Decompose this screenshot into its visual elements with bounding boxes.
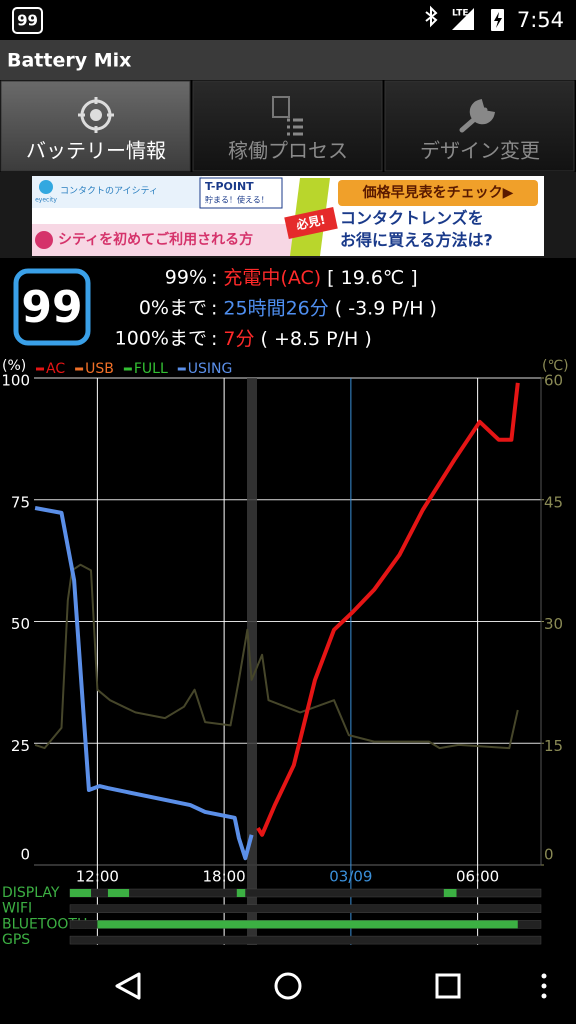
- app-bar: [0, 40, 576, 80]
- network-type: LTE: [452, 9, 469, 19]
- info-extra: ( -3.9 P/H ): [335, 297, 437, 319]
- tab-group: バッテリー情報 稼働プロセス デザイン変更: [0, 80, 575, 172]
- activity-segment: [97, 920, 518, 929]
- ad-shop: コンタクトのアイシティ: [60, 186, 158, 197]
- battery-level-text: 99: [21, 282, 82, 333]
- y-tick-label: 0: [20, 846, 30, 864]
- tab-icon-wrench: [459, 99, 496, 133]
- ad-logo: [39, 180, 53, 194]
- activity-segment: [69, 889, 92, 897]
- info-value: 25時間26分: [223, 297, 328, 319]
- info-line: :7分 ( +8.5 P/H ): [211, 328, 372, 350]
- app-icon-text: 99: [17, 12, 38, 30]
- info-separator: :: [211, 297, 217, 319]
- info-line: :25時間26分 ( -3.9 P/H ): [211, 297, 437, 319]
- battery-chart: (%) (℃) AC USB FULL USING 0 25 50 75 100 0 15 30 45 60 1…: [0, 358, 576, 948]
- info-extra: [ 19.6℃ ]: [327, 267, 418, 289]
- ad-point: T-POINT: [205, 180, 254, 193]
- nav-menu[interactable]: [541, 973, 547, 999]
- ad-point-sub: 貯まる！使える！: [205, 195, 269, 205]
- tab-icon-process: [272, 96, 290, 118]
- y2-tick-label: 15: [544, 737, 563, 755]
- legend-label: AC: [46, 361, 65, 377]
- signal-icon: [452, 8, 474, 30]
- tab[interactable]: [384, 80, 575, 172]
- activity-label: GPS: [2, 932, 30, 948]
- info-extra: ( +8.5 P/H ): [261, 328, 372, 350]
- battery-level-icon: [13, 268, 91, 346]
- ad-headline-2: お得に買える方法は?: [340, 231, 493, 250]
- nav-bar: [0, 946, 576, 1024]
- x-tick-label: 18:00: [203, 868, 246, 886]
- y-axis-label: (%): [2, 358, 26, 374]
- status-bar: [0, 0, 576, 40]
- x-tick-label: 06:00: [456, 868, 499, 886]
- activity-segment: [236, 889, 246, 897]
- nav-back[interactable]: [115, 972, 141, 1000]
- ad-brand: eyecity: [35, 197, 57, 204]
- info-line: : 充電中(AC) [ 19.6℃ ]: [211, 267, 418, 289]
- battery-info: 99%: 充電中(AC) [ 19.6℃ ] 0%まで:25時間26分 ( -3.9 P…: [115, 267, 437, 350]
- ad-first-time: シティを初めてご利用される方: [58, 231, 253, 248]
- battery-line: [256, 382, 520, 837]
- app-title: Battery Mix: [7, 50, 131, 72]
- y-tick-label: 100: [1, 372, 30, 390]
- y2-tick-label: 0: [544, 846, 554, 864]
- ad-headline-1: コンタクトレンズを: [340, 209, 484, 228]
- tab-icon-target-dot: [90, 109, 102, 121]
- ad-first-icon: [35, 231, 53, 249]
- chart-background: [0, 360, 576, 946]
- activity-label: DISPLAY: [2, 885, 60, 901]
- ad-price-box: [338, 180, 538, 206]
- tab-label[interactable]: 稼働プロセス: [228, 139, 348, 163]
- tab-label[interactable]: デザイン変更: [420, 139, 540, 163]
- app-icon: [12, 7, 43, 34]
- activity-track: [69, 935, 542, 945]
- info-value: 充電中(AC): [223, 267, 321, 289]
- y-tick-label: 25: [11, 737, 30, 755]
- activity-segment: [443, 889, 457, 897]
- info-value: 7分: [223, 328, 254, 350]
- y2-tick-label: 30: [544, 615, 563, 633]
- charging-bolt: [494, 12, 502, 28]
- tab-icon-target-cross: [78, 97, 114, 133]
- bluetooth-icon: [425, 5, 438, 28]
- clock: 7:54: [517, 8, 564, 32]
- battery-line: [34, 506, 254, 861]
- info-separator: :: [211, 267, 217, 289]
- ad-price: 価格早見表をチェック▶: [362, 184, 514, 201]
- ad-first-box: [32, 224, 292, 256]
- y2-tick-label: 60: [544, 372, 563, 390]
- nav-recents[interactable]: [435, 973, 461, 999]
- current-band: [247, 378, 257, 945]
- y2-axis-label: (℃): [542, 358, 569, 374]
- activity-label: WIFI: [2, 901, 32, 917]
- x-tick-label: 12:00: [76, 868, 119, 886]
- tab-label[interactable]: バッテリー情報: [26, 139, 166, 163]
- activity-label: BLUETOOTH: [2, 916, 87, 932]
- x-tick-label: 03/09: [329, 868, 372, 886]
- ad-must-see: 必見!: [294, 212, 327, 233]
- y2-tick-label: 45: [544, 493, 563, 511]
- info-separator: :: [211, 328, 217, 350]
- info-label: 100%まで: [115, 328, 207, 350]
- ad-must-box: [284, 207, 338, 239]
- activity-track: [69, 904, 542, 913]
- legend-label: FULL: [134, 361, 168, 377]
- ad-point-box: [199, 177, 283, 209]
- nav-home[interactable]: [274, 972, 302, 1000]
- activity-segment: [107, 889, 130, 897]
- ad-shop-box: [32, 176, 202, 208]
- y-tick-label: 75: [11, 493, 30, 511]
- legend-label: USING: [188, 361, 233, 377]
- temperature-line: [34, 563, 519, 750]
- tab-icon-list: [287, 118, 303, 136]
- legend-label: USB: [85, 361, 114, 377]
- info-label: 99%: [165, 267, 207, 289]
- info-label: 0%まで: [139, 297, 207, 319]
- y-tick-label: 50: [11, 615, 30, 633]
- activity-track: [69, 888, 542, 898]
